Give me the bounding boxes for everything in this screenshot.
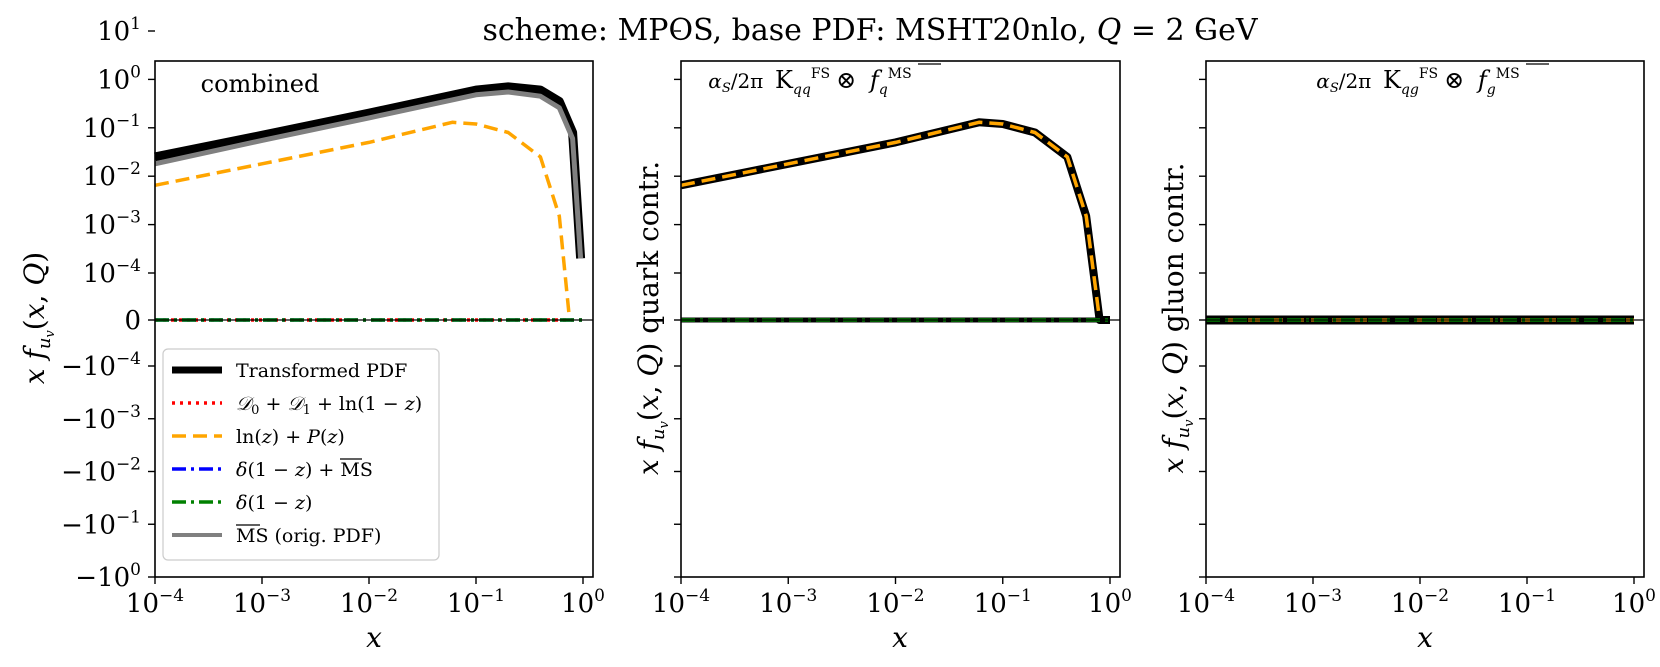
y-tick-label: −10−3	[61, 402, 141, 435]
x-tick-label: 10−3	[1284, 586, 1342, 619]
panel-gluon-ylabel: x fuv(x, Q) gluon contr.	[1157, 162, 1197, 473]
y-tick-label: −10−1	[61, 507, 141, 540]
x-tick-label: 10−4	[126, 586, 184, 619]
x-tick-label: 10−1	[1498, 586, 1556, 619]
panel-gluon-xlabel: x	[1417, 621, 1433, 654]
legend-box	[162, 348, 440, 561]
y-tick-label: −10−4	[61, 349, 141, 382]
panel-quark: 10−4 10−3 10−2 10−1 100 αS/2π KqqFS ⊗ fqMS x …	[632, 30, 1132, 654]
legend-label-orig: MS (orig. PDF)	[236, 525, 381, 547]
legend-label-d0d1: 𝒟0 + 𝒟1 + ln(1 − z)	[236, 393, 422, 418]
legend-label-delta: δ(1 − z)	[236, 492, 312, 514]
panel-quark-frame	[680, 60, 1121, 578]
chart-title: scheme: MPOS, base PDF: MSHT20nlo, Q = 2…	[482, 13, 1258, 48]
x-tick-label: 10−2	[1391, 586, 1449, 619]
x-tick-label: 10−1	[974, 586, 1032, 619]
series-line	[154, 89, 584, 259]
panel-gluon: 10−4 10−3 10−2 10−1 100 αS/2π KqgFS ⊗ fgMS x …	[1157, 30, 1656, 654]
legend-label-transformed: Transformed PDF	[236, 360, 407, 382]
y-tick-label: 10−3	[83, 208, 141, 241]
y-tick-label: 10−1	[83, 111, 141, 144]
x-tick-label: 10−3	[759, 586, 817, 619]
legend-label-lnz: ln(z) + P(z)	[236, 426, 345, 448]
x-tick-label: 100	[1088, 586, 1132, 619]
series-line	[680, 120, 1110, 322]
panel-quark-ylabel: x fuv(x, Q) quark contr.	[632, 161, 672, 475]
panel-combined-frame	[154, 60, 594, 578]
x-tick-label: 100	[1612, 586, 1656, 619]
series-line	[154, 120, 572, 321]
y-tick-label: 101	[97, 14, 141, 47]
legend: Transformed PDF 𝒟0 + 𝒟1 + ln(1 − z) ln(z…	[162, 348, 440, 561]
y-tick-label: 0	[124, 306, 141, 336]
panel-combined: 101 100 10−1 10−2 10−3 10−4 0 −10−4 −10−3 −10−2 −1…	[18, 14, 605, 654]
y-tick-label: 10−4	[83, 256, 141, 289]
panel-gluon-annotation: αS/2π KqgFS ⊗ fgMS	[1316, 66, 1519, 98]
series-line	[680, 118, 1110, 324]
y-tick-label: 10−2	[83, 159, 141, 192]
y-tick-label: −10−2	[61, 455, 141, 488]
x-tick-label: 10−3	[233, 586, 291, 619]
x-tick-label: 10−4	[1177, 586, 1235, 619]
x-tick-label: 10−4	[652, 586, 710, 619]
x-tick-label: 10−2	[866, 586, 924, 619]
panel-quark-annotation: αS/2π KqqFS ⊗ fqMS	[708, 66, 911, 98]
panel-combined-ylabel: x fuv(x, Q)	[18, 252, 58, 384]
x-tick-label: 100	[561, 586, 605, 619]
panel-gluon-frame	[1205, 60, 1645, 578]
x-tick-label: 10−1	[447, 586, 505, 619]
legend-label-delta-msbar: δ(1 − z) + MS	[236, 459, 373, 481]
panel-quark-xlabel: x	[892, 621, 908, 654]
x-tick-label: 10−2	[340, 586, 398, 619]
y-tick-label: −100	[75, 560, 141, 593]
y-tick-label: 100	[97, 62, 141, 95]
panel-combined-annotation: combined	[201, 70, 320, 98]
panel-combined-xlabel: x	[366, 621, 382, 654]
